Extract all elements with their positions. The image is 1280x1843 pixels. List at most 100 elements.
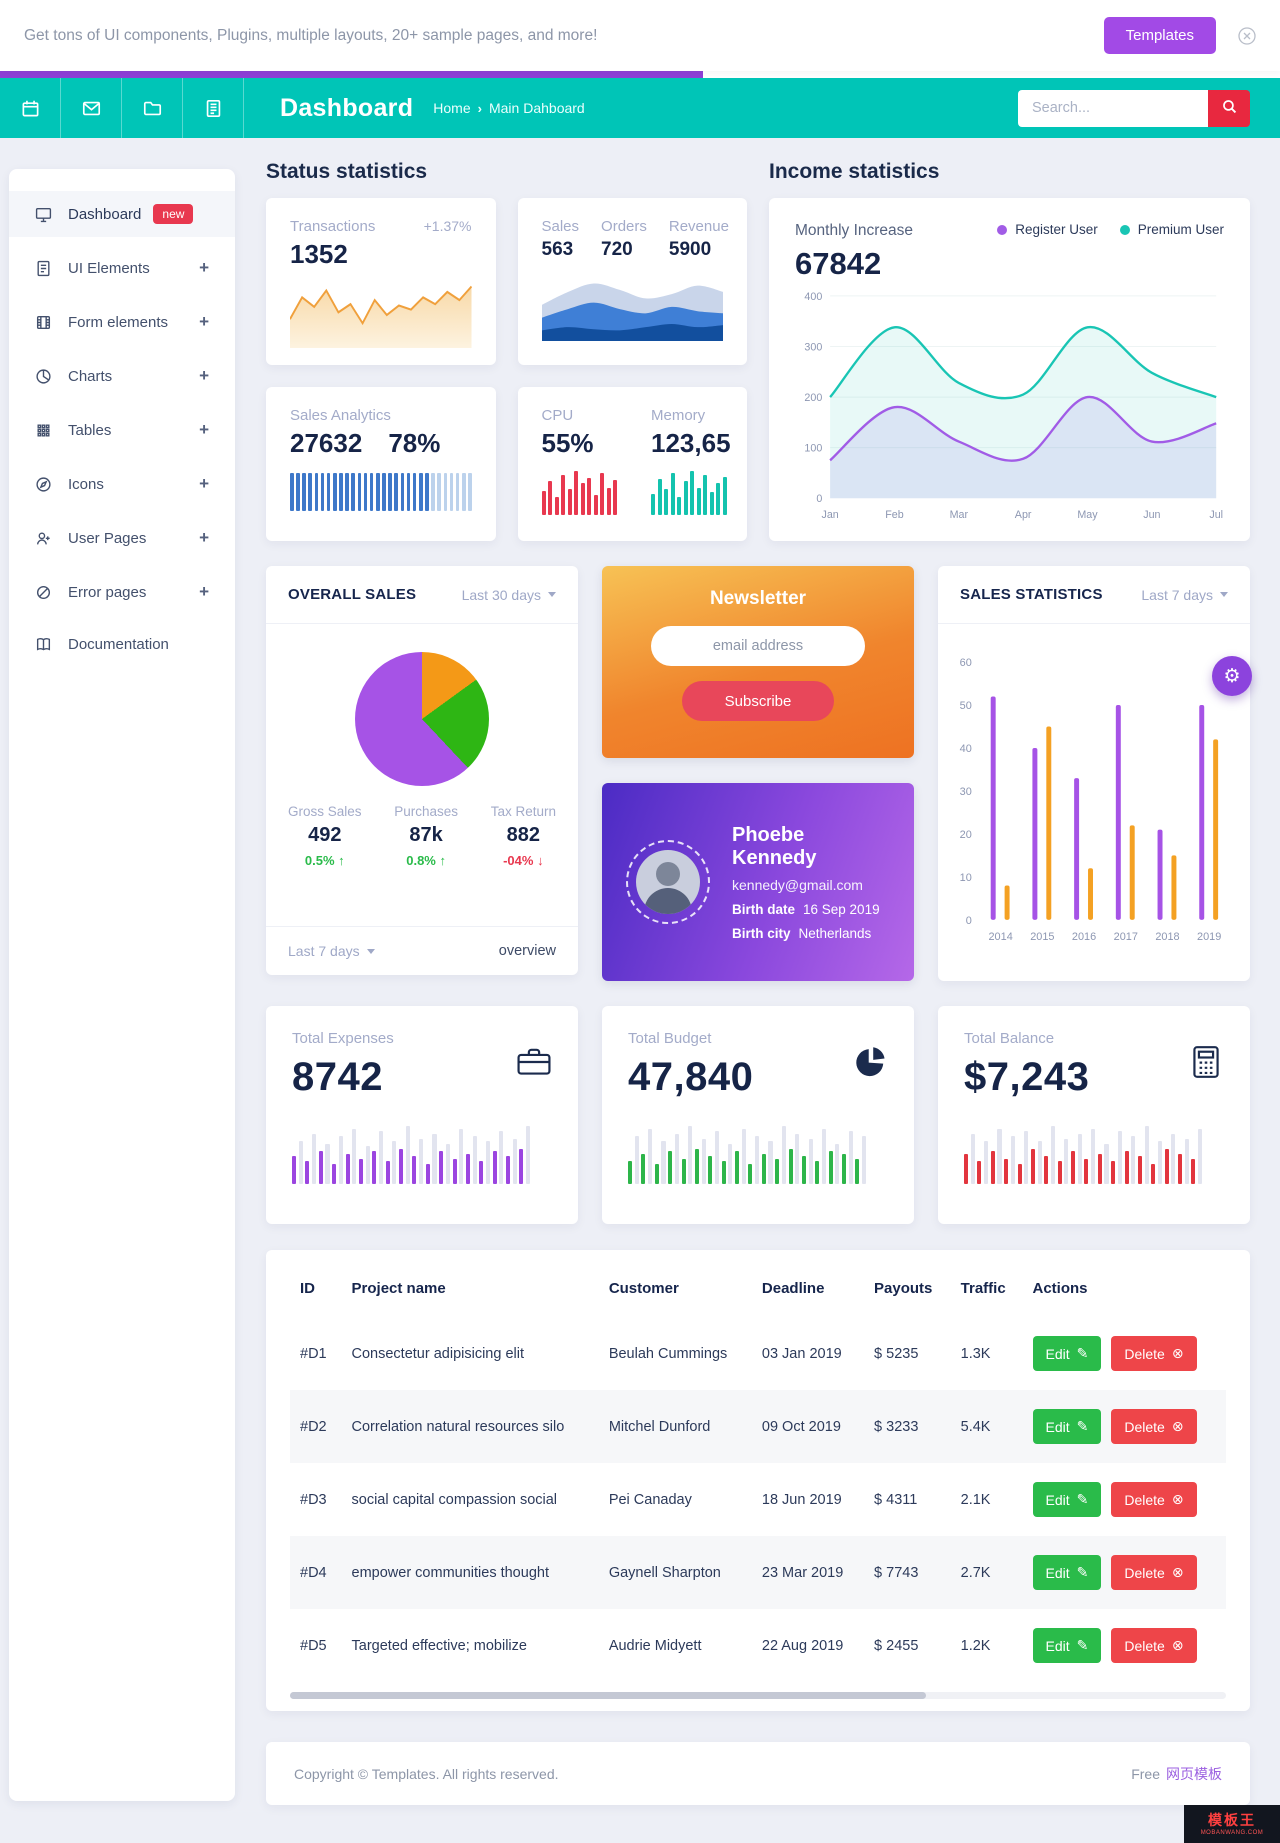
monitor-icon: [35, 206, 52, 223]
watermark: 模板王 MOBANWANG.COM: [1184, 1805, 1280, 1843]
breadcrumb: Home › Main Dahboard: [433, 100, 584, 116]
edit-button[interactable]: Edit ✎: [1032, 1482, 1102, 1517]
calendar-icon[interactable]: [0, 78, 61, 138]
overall-sales-range-dropdown[interactable]: Last 30 days: [462, 587, 556, 603]
status-statistics-title: Status statistics: [266, 160, 428, 183]
svg-text:Mar: Mar: [950, 509, 969, 521]
sales-orders-revenue-card: Sales 563 Orders 720 Revenue 5900: [517, 198, 747, 365]
table-row: #D2 Correlation natural resources silo Mit…: [290, 1390, 1226, 1463]
sidebar-item-form-elements[interactable]: Form elements +: [9, 299, 235, 345]
cell-payout: $ 4311: [874, 1491, 918, 1508]
arrow-up-icon: ↑: [439, 853, 447, 868]
arrow-up-icon: ↑: [338, 853, 345, 868]
sidebar-item-charts[interactable]: Charts +: [9, 353, 235, 399]
svg-text:Feb: Feb: [885, 509, 903, 521]
sidebar-item-tables[interactable]: Tables +: [9, 407, 235, 453]
delete-button[interactable]: Delete ⊗: [1111, 1482, 1197, 1517]
delete-button[interactable]: Delete ⊗: [1111, 1555, 1197, 1590]
cell-id: #D1: [300, 1345, 327, 1362]
projects-table-card: ID Project name Customer Deadline Payouts Tra…: [266, 1250, 1250, 1711]
plus-icon[interactable]: +: [199, 258, 209, 277]
legend-dot-teal: [1119, 224, 1130, 235]
transactions-label: Transactions: [290, 218, 376, 235]
sales-area-chart: [541, 275, 723, 341]
search-button[interactable]: [1208, 89, 1250, 127]
sidebar-item-icons[interactable]: Icons +: [9, 461, 235, 507]
top-navbar: Dashboard Home › Main Dahboard: [0, 78, 1280, 138]
mail-icon[interactable]: [61, 78, 122, 138]
sales-analytics-value: 27632: [290, 428, 363, 458]
plus-icon[interactable]: +: [199, 312, 209, 331]
column-header-traffic: Traffic: [960, 1280, 1006, 1297]
edit-button[interactable]: Edit ✎: [1032, 1336, 1102, 1371]
table-body: #D1 Consectetur adipisicing elit Beulah Cu…: [290, 1317, 1226, 1682]
search-input[interactable]: [1018, 89, 1208, 127]
announcement-text: Get tons of UI components, Plugins, mult…: [24, 26, 598, 44]
delete-button[interactable]: Delete ⊗: [1111, 1628, 1197, 1663]
sidebar-item-error-pages[interactable]: Error pages +: [9, 569, 235, 615]
transactions-card: Transactions +1.37% 1352: [266, 198, 496, 365]
cell-traffic: 1.3K: [960, 1345, 991, 1362]
sales-label: Sales: [541, 218, 580, 235]
plus-icon[interactable]: +: [199, 420, 209, 439]
cell-project: Targeted effective; mobilize: [351, 1637, 527, 1654]
totals-row: Total Expenses 8742 Total Budget 47,840: [266, 1006, 1250, 1224]
delete-button[interactable]: Delete ⊗: [1111, 1336, 1197, 1371]
subscribe-button[interactable]: Subscribe: [682, 681, 834, 721]
sidebar-item-user-pages[interactable]: User Pages +: [9, 515, 235, 561]
table-grid-icon: [35, 422, 52, 439]
total-budget-card: Total Budget 47,840: [602, 1006, 914, 1224]
sales-analytics-label: Sales Analytics: [290, 407, 391, 424]
close-icon[interactable]: [1238, 26, 1256, 45]
horizontal-scrollbar-thumb[interactable]: [290, 1692, 927, 1699]
plus-icon[interactable]: +: [199, 528, 209, 547]
sidebar-item-ui-elements[interactable]: UI Elements +: [9, 245, 235, 291]
cell-project: social capital compassion social: [351, 1491, 558, 1508]
svg-text:Jan: Jan: [821, 509, 838, 521]
svg-text:300: 300: [804, 341, 822, 353]
pencil-icon: ✎: [1076, 1637, 1089, 1653]
circle-x-icon: ⊗: [1171, 1345, 1184, 1361]
table-row: #D4 empower communities thought Gaynell Sh…: [290, 1536, 1226, 1609]
folder-icon[interactable]: [122, 78, 183, 138]
search-icon: [1221, 98, 1238, 118]
overview-link[interactable]: overview: [498, 943, 556, 959]
sidebar: Dashboard new UI Elements + Form elements + Ch…: [9, 169, 235, 1801]
sidebar-item-documentation[interactable]: Documentation: [9, 623, 235, 666]
plus-icon[interactable]: +: [199, 474, 209, 493]
pencil-icon: ✎: [1076, 1418, 1089, 1434]
newsletter-title: Newsletter: [709, 588, 807, 609]
legend-premium-user: Premium User: [1119, 222, 1224, 237]
newsletter-card: Newsletter Subscribe: [602, 566, 914, 758]
email-input[interactable]: [651, 626, 865, 666]
pencil-icon: ✎: [1076, 1491, 1089, 1507]
overall-sales-title: OVERALL SALES: [288, 586, 417, 603]
svg-text:0: 0: [966, 915, 972, 927]
settings-button[interactable]: ⚙: [1212, 656, 1252, 696]
edit-button[interactable]: Edit ✎: [1032, 1409, 1102, 1444]
cell-actions: Edit ✎ Delete ⊗: [1023, 1317, 1227, 1390]
svg-text:40: 40: [960, 743, 972, 755]
transactions-sparkline-chart: [289, 278, 473, 348]
plus-icon[interactable]: +: [199, 582, 209, 601]
sales-statistics-range-dropdown[interactable]: Last 7 days: [1141, 587, 1228, 603]
projects-table: ID Project name Customer Deadline Payouts Tra…: [290, 1260, 1226, 1682]
plus-icon[interactable]: +: [199, 366, 209, 385]
sidebar-item-dashboard[interactable]: Dashboard new: [9, 191, 235, 237]
template-link[interactable]: 网页模板: [1166, 1765, 1222, 1782]
file-text-icon[interactable]: [183, 78, 244, 138]
cell-id: #D5: [300, 1637, 327, 1654]
delete-button[interactable]: Delete ⊗: [1111, 1409, 1197, 1444]
cell-traffic: 1.2K: [960, 1637, 991, 1654]
edit-button[interactable]: Edit ✎: [1032, 1555, 1102, 1590]
cell-customer: Audrie Midyett: [608, 1637, 702, 1654]
edit-button[interactable]: Edit ✎: [1032, 1628, 1102, 1663]
svg-text:20: 20: [960, 829, 972, 841]
last-7-days-dropdown[interactable]: Last 7 days: [288, 943, 375, 959]
breadcrumb-home[interactable]: Home: [433, 100, 471, 116]
cell-id: #D4: [300, 1564, 327, 1581]
templates-button[interactable]: Templates: [1103, 17, 1216, 54]
memory-bars-chart: [651, 471, 731, 515]
svg-text:100: 100: [804, 443, 822, 455]
overall-sales-pie-chart: [355, 652, 489, 786]
